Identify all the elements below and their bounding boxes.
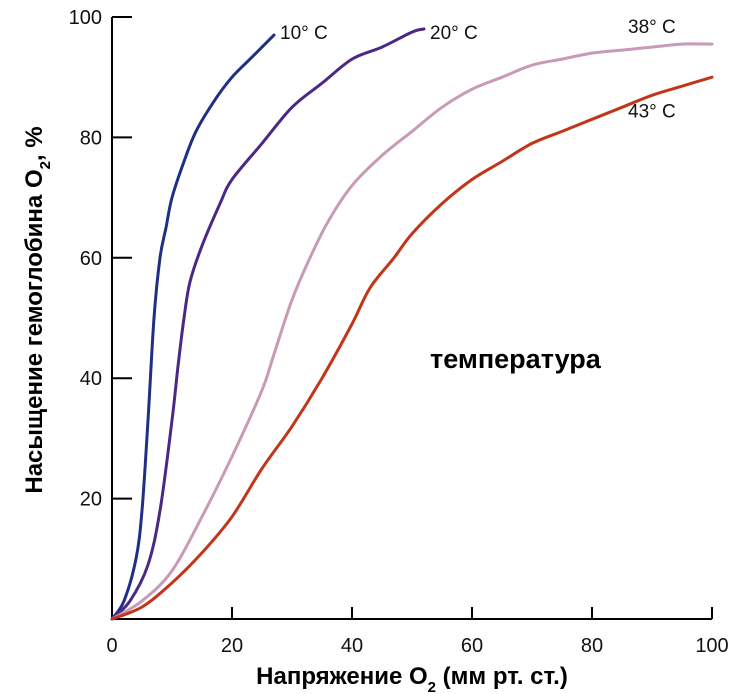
series-line-38c [112,44,712,619]
series-label-10c: 10° C [280,23,328,44]
x-axis-title: Напряжение O2 (мм рт. ст.) [256,663,568,694]
series-line-20c [112,29,424,619]
y-ticks: 20 40 60 80 100 [69,7,132,511]
y-tick-label: 40 [80,368,102,390]
y-tick-label: 60 [80,248,102,270]
y-axis-title-tail: , % [21,126,48,161]
series-lines [112,29,712,619]
x-tick-label: 100 [695,635,728,657]
series-label-38c: 38° C [628,17,676,38]
y-axis-title: Насыщение гемоглобина O2, % [21,126,54,493]
y-tick-label: 100 [69,7,102,29]
y-axis-title-main: Насыщение гемоглобина O [21,169,48,493]
y-tick-label: 20 [80,489,102,511]
x-tick-label: 20 [221,635,243,657]
series-label-20c: 20° C [430,23,478,44]
y-axis-title-subscript: 2 [37,161,54,169]
x-tick-label: 0 [106,635,117,657]
x-tick-label: 40 [341,635,363,657]
x-tick-label: 60 [461,635,483,657]
series-label-43c: 43° C [628,101,676,122]
x-tick-label: 80 [581,635,603,657]
x-axis-title-main: Напряжение O [256,663,428,690]
x-ticks: 0 20 40 60 80 100 [106,607,728,657]
series-line-43c [112,77,712,619]
annotation-temperature: температура [430,344,602,374]
x-axis-title-subscript: 2 [428,679,436,694]
x-axis-title-tail: (мм рт. ст.) [436,663,568,690]
y-tick-label: 80 [80,127,102,149]
